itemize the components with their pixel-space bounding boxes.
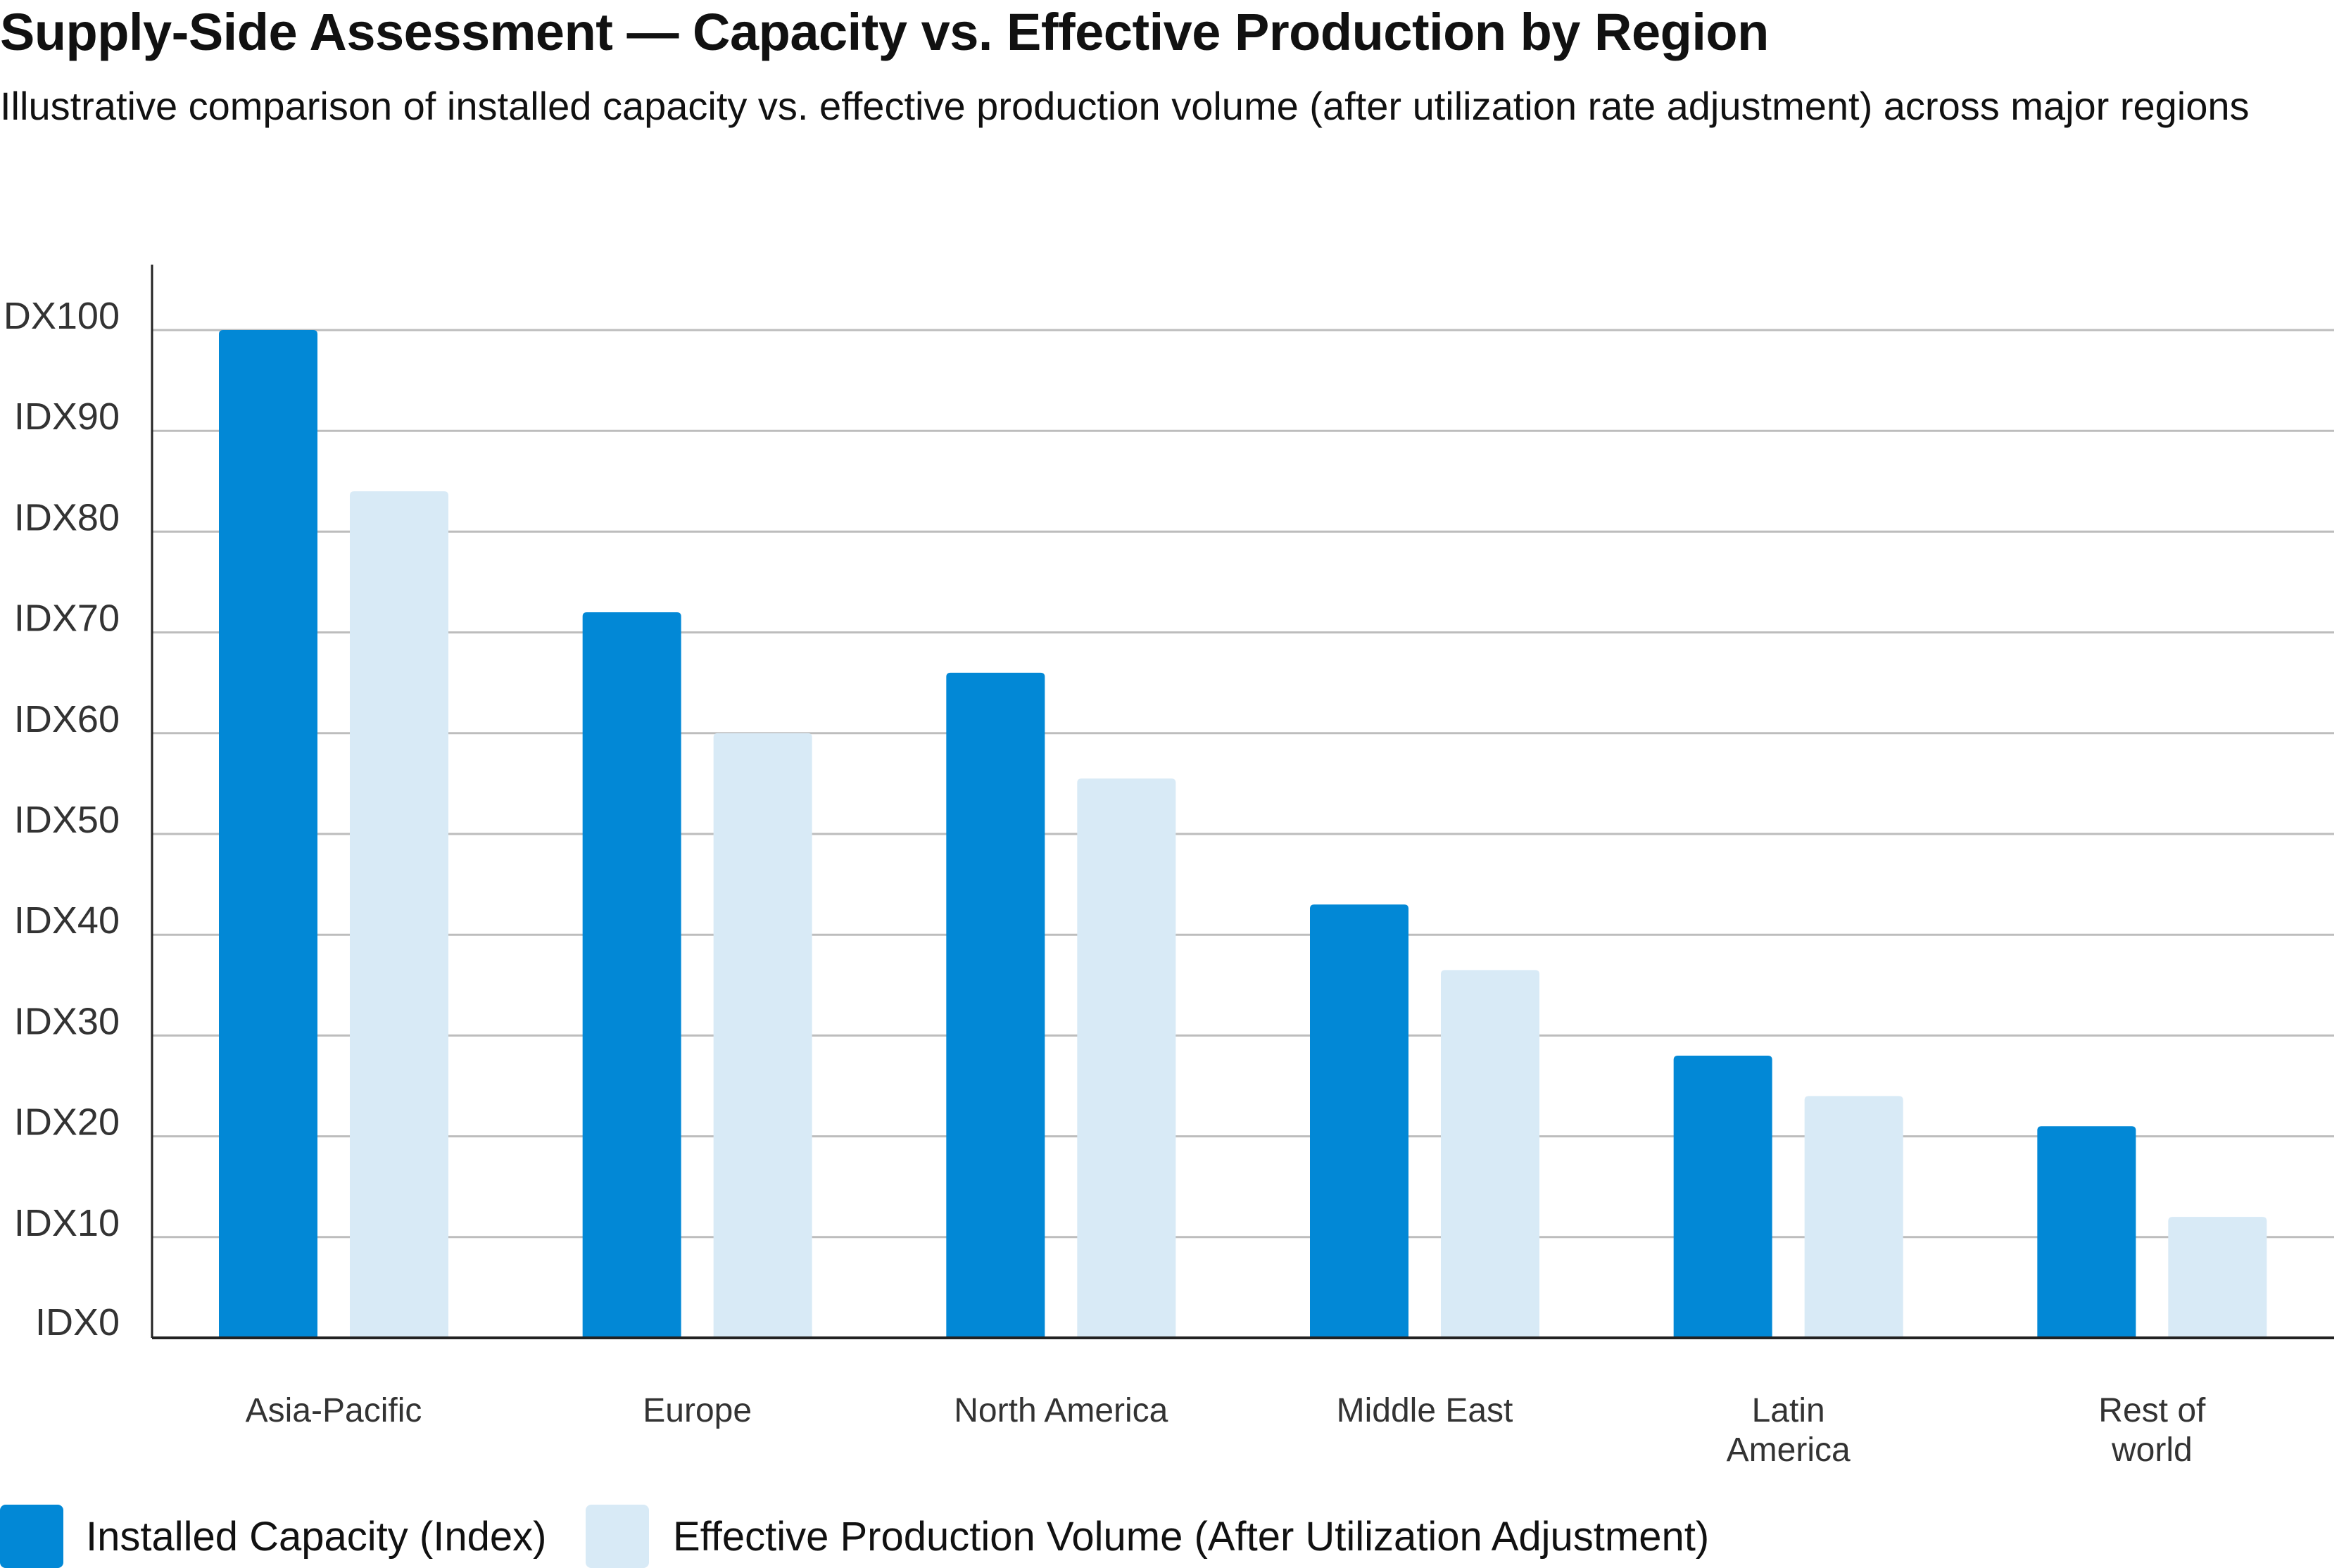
y-tick-label: IDX10 — [14, 1202, 120, 1244]
chart-subtitle: Illustrative comparison of installed cap… — [0, 84, 2250, 128]
axes — [151, 265, 2334, 1339]
legend-swatch-installed — [0, 1505, 63, 1568]
bar-installed-capacity — [946, 672, 1045, 1338]
x-axis-tick-labels: Asia-Pacific Europe North America Middle Ea… — [246, 1392, 2206, 1469]
bar-effective-production — [1441, 970, 1539, 1338]
bar-installed-capacity — [1673, 1056, 1772, 1338]
legend-label-installed: Installed Capacity (Index) — [86, 1514, 547, 1560]
x-tick-label: world — [2111, 1431, 2193, 1469]
x-tick-label: Europe — [643, 1392, 752, 1429]
bar-effective-production — [350, 491, 448, 1338]
y-tick-label: IDX60 — [14, 698, 120, 740]
y-tick-label: IDX100 — [0, 295, 120, 337]
bar-installed-capacity — [2037, 1126, 2136, 1338]
y-tick-label: IDX50 — [14, 799, 120, 841]
x-tick-label: America — [1727, 1431, 1851, 1469]
legend-label-effective: Effective Production Volume (After Utili… — [673, 1514, 1710, 1560]
bar-effective-production — [2168, 1217, 2267, 1338]
bar-installed-capacity — [219, 330, 317, 1338]
y-tick-label: IDX0 — [35, 1301, 120, 1343]
bars — [219, 330, 2267, 1339]
y-tick-label: IDX40 — [14, 899, 120, 942]
y-tick-label: IDX20 — [14, 1101, 120, 1144]
legend-swatch-effective — [586, 1505, 649, 1568]
bar-effective-production — [713, 733, 812, 1338]
x-tick-label: Latin — [1752, 1392, 1825, 1429]
x-tick-label: North America — [954, 1392, 1168, 1429]
chart-title: Supply-Side Assessment — Capacity vs. Ef… — [0, 3, 1769, 61]
bar-chart: IDX0 IDX10 IDX20 IDX30 IDX40 IDX50 IDX60 IDX70 I… — [0, 265, 2334, 1469]
bar-effective-production — [1804, 1096, 1903, 1338]
x-tick-label: Rest of — [2098, 1392, 2206, 1429]
bar-installed-capacity — [1310, 904, 1408, 1338]
gridlines — [152, 329, 2334, 1239]
y-tick-label: IDX80 — [14, 496, 120, 538]
bar-effective-production — [1077, 778, 1176, 1338]
bar-installed-capacity — [582, 612, 681, 1339]
x-tick-label: Asia-Pacific — [246, 1392, 422, 1429]
y-tick-label: IDX30 — [14, 1000, 120, 1042]
y-tick-label: IDX70 — [14, 598, 120, 640]
y-tick-label: IDX90 — [14, 396, 120, 438]
x-tick-label: Middle East — [1337, 1392, 1513, 1429]
y-axis-tick-labels: IDX0 IDX10 IDX20 IDX30 IDX40 IDX50 IDX60 IDX70 I… — [0, 295, 120, 1343]
